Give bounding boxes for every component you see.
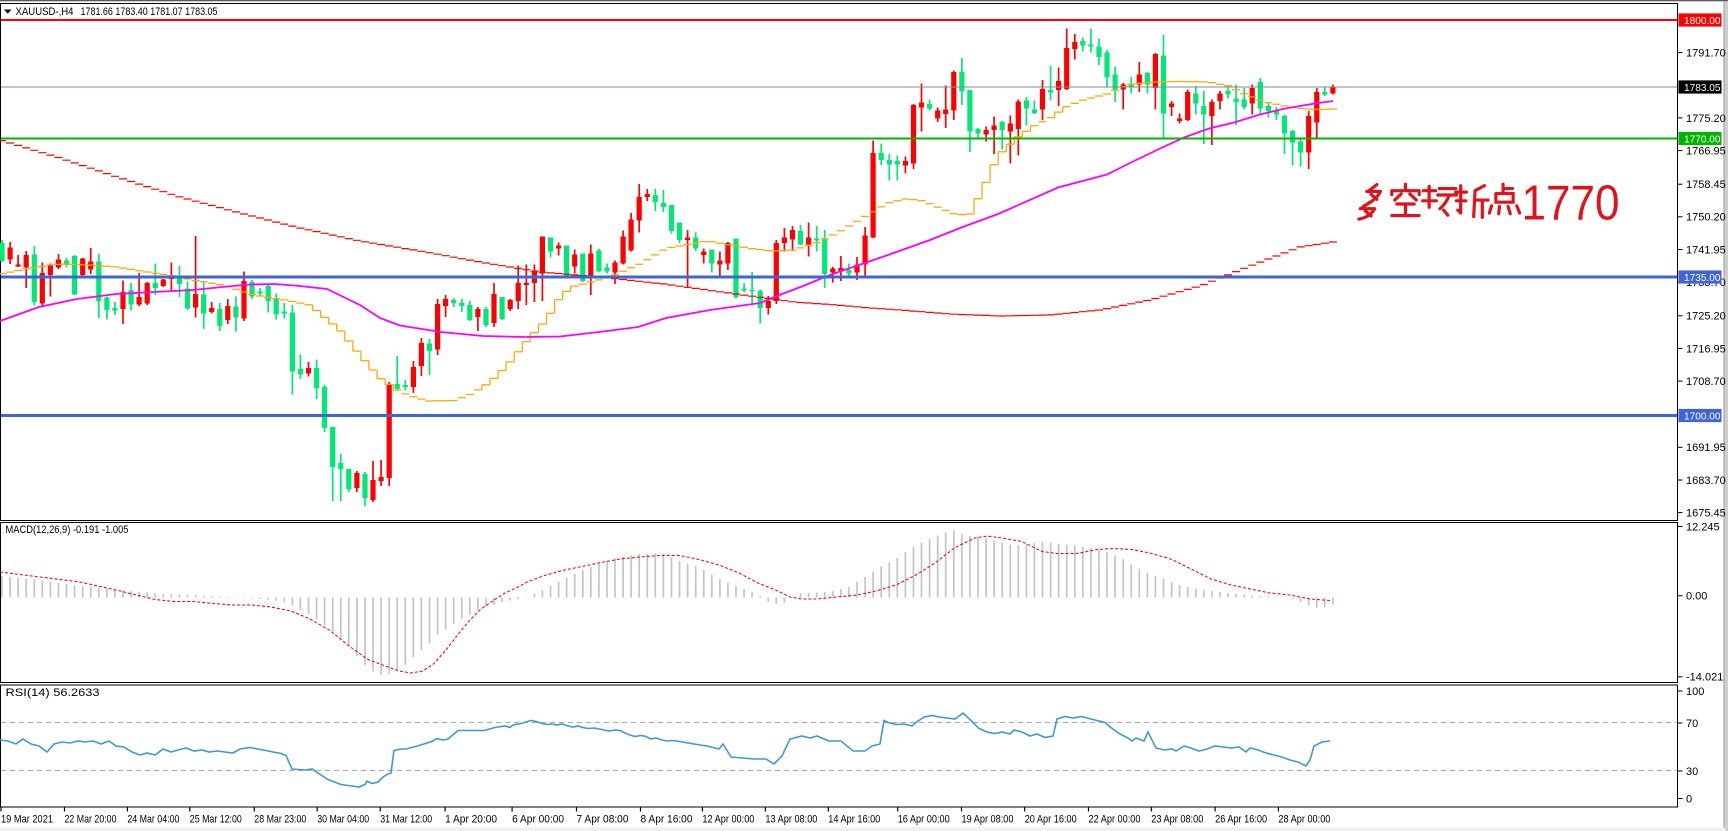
svg-text:1770: 1770: [1522, 176, 1620, 231]
svg-text:28 Apr 00:00: 28 Apr 00:00: [1278, 813, 1330, 825]
svg-text:1683.70: 1683.70: [1686, 475, 1726, 487]
svg-text:6 Apr 00:00: 6 Apr 00:00: [512, 813, 564, 825]
svg-text:23 Apr 08:00: 23 Apr 08:00: [1151, 813, 1203, 825]
svg-text:19 Mar 2021: 19 Mar 2021: [1, 813, 53, 825]
svg-text:1675.45: 1675.45: [1686, 508, 1726, 520]
svg-text:1716.95: 1716.95: [1686, 343, 1726, 355]
svg-text:0: 0: [1686, 793, 1692, 805]
svg-text:7 Apr 08:00: 7 Apr 08:00: [577, 813, 629, 825]
svg-text:70: 70: [1686, 718, 1698, 730]
svg-text:16 Apr 00:00: 16 Apr 00:00: [898, 813, 950, 825]
svg-text:22 Mar 20:00: 22 Mar 20:00: [65, 813, 117, 825]
svg-text:22 Apr 00:00: 22 Apr 00:00: [1089, 813, 1141, 825]
svg-text:-14.021: -14.021: [1686, 672, 1723, 684]
svg-text:1708.70: 1708.70: [1686, 376, 1726, 388]
svg-text:1783.05: 1783.05: [1684, 82, 1721, 94]
svg-text:100: 100: [1686, 686, 1704, 698]
svg-text:25 Mar 12:00: 25 Mar 12:00: [190, 813, 242, 825]
svg-text:1758.45: 1758.45: [1686, 179, 1726, 191]
svg-text:1750.20: 1750.20: [1686, 212, 1726, 224]
svg-text:0.00: 0.00: [1686, 591, 1707, 603]
svg-text:19 Apr 08:00: 19 Apr 08:00: [962, 813, 1014, 825]
svg-text:1770.00: 1770.00: [1684, 134, 1721, 146]
svg-text:26 Apr 16:00: 26 Apr 16:00: [1215, 813, 1267, 825]
svg-text:1741.95: 1741.95: [1686, 244, 1726, 256]
svg-text:1781.66 1783.40 1781.07 1783.0: 1781.66 1783.40 1781.07 1783.05: [81, 6, 218, 18]
svg-text:1 Apr 20:00: 1 Apr 20:00: [445, 813, 497, 825]
svg-text:1735.00: 1735.00: [1684, 272, 1721, 284]
svg-text:MACD(12,26,9) -0.191 -1.005: MACD(12,26,9) -0.191 -1.005: [6, 524, 129, 536]
svg-text:13 Apr 08:00: 13 Apr 08:00: [765, 813, 817, 825]
svg-text:1766.95: 1766.95: [1686, 146, 1726, 158]
svg-text:12 Apr 00:00: 12 Apr 00:00: [702, 813, 754, 825]
svg-text:1791.70: 1791.70: [1686, 48, 1726, 60]
svg-text:1800.00: 1800.00: [1684, 15, 1721, 27]
svg-text:1691.95: 1691.95: [1686, 442, 1726, 454]
svg-text:RSI(14) 56.2633: RSI(14) 56.2633: [6, 687, 100, 699]
svg-text:1725.20: 1725.20: [1686, 311, 1726, 323]
svg-text:XAUUSD-,H4: XAUUSD-,H4: [16, 6, 74, 18]
svg-text:12.245: 12.245: [1686, 521, 1720, 533]
svg-text:28 Mar 23:00: 28 Mar 23:00: [254, 813, 306, 825]
svg-text:14 Apr 16:00: 14 Apr 16:00: [828, 813, 880, 825]
svg-text:20 Apr 16:00: 20 Apr 16:00: [1025, 813, 1077, 825]
svg-text:1700.00: 1700.00: [1684, 411, 1721, 423]
svg-text:31 Mar 12:00: 31 Mar 12:00: [380, 813, 432, 825]
svg-text:30 Mar 04:00: 30 Mar 04:00: [317, 813, 369, 825]
svg-text:24 Mar 04:00: 24 Mar 04:00: [127, 813, 179, 825]
svg-text:8 Apr 16:00: 8 Apr 16:00: [641, 813, 693, 825]
svg-text:30: 30: [1686, 766, 1698, 778]
svg-text:1775.20: 1775.20: [1686, 113, 1726, 125]
